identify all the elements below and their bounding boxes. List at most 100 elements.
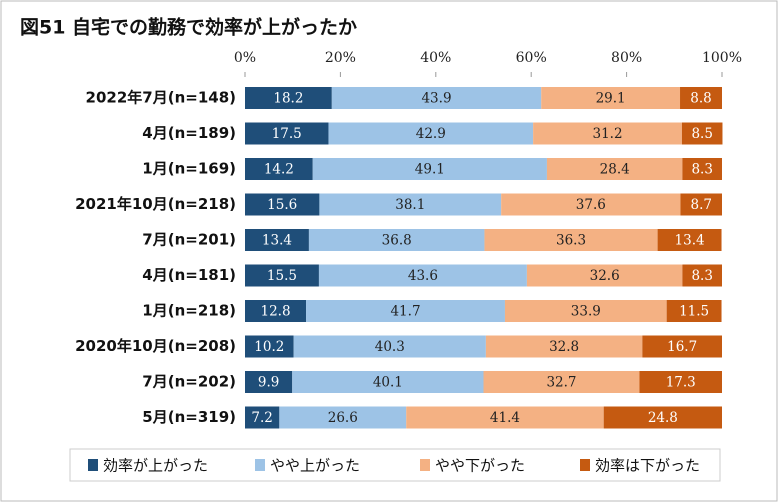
bar-segment — [680, 193, 722, 216]
value-label: 8.8 — [690, 91, 711, 107]
bar-segment — [318, 264, 527, 287]
x-tick-label: 80% — [611, 50, 642, 66]
legend-swatch — [580, 459, 590, 471]
x-tick-label: 40% — [420, 50, 451, 66]
bar-segment — [680, 87, 722, 109]
value-label: 43.6 — [408, 268, 438, 284]
chart-title: 図51 自宅での勤務で効率が上がったか — [20, 16, 357, 39]
value-label: 12.8 — [260, 304, 290, 320]
legend-box — [69, 448, 721, 482]
bar-segment — [245, 229, 309, 251]
bar-segment — [245, 158, 313, 180]
legend-swatch — [88, 459, 98, 471]
value-label: 42.9 — [416, 126, 446, 142]
category-label: 2022年7月(n=148) — [86, 89, 236, 107]
bar-segment — [483, 371, 640, 393]
category-label: 2020年10月(n=208) — [75, 337, 236, 355]
bar-segment — [526, 264, 683, 287]
value-label: 43.9 — [421, 91, 451, 107]
value-label: 17.5 — [272, 126, 302, 142]
bar-segment — [504, 300, 667, 322]
value-label: 14.2 — [264, 162, 294, 178]
legend-label: やや下がった — [435, 457, 525, 475]
value-label: 33.9 — [571, 304, 601, 320]
value-label: 40.3 — [375, 339, 405, 355]
value-label: 10.2 — [254, 339, 284, 355]
category-label: 4月(n=189) — [142, 124, 236, 142]
bar-segment — [546, 158, 683, 180]
value-label: 36.8 — [382, 233, 412, 249]
bar-segment — [245, 406, 280, 429]
bar-segment — [533, 122, 682, 145]
value-label: 26.6 — [328, 410, 358, 426]
bar-segment — [681, 122, 723, 145]
bar-segment — [603, 406, 722, 429]
value-label: 37.6 — [576, 197, 606, 213]
bar-segment — [245, 264, 319, 287]
category-label: 4月(n=181) — [142, 266, 236, 284]
value-label: 32.8 — [549, 339, 579, 355]
value-label: 15.5 — [267, 268, 297, 284]
bar-segment — [639, 371, 722, 393]
bar-segment — [245, 193, 320, 216]
bar-segment — [306, 300, 505, 322]
value-label: 8.5 — [691, 126, 712, 142]
value-label: 36.3 — [556, 233, 586, 249]
legend-label: 効率が上がった — [103, 457, 208, 475]
bar-segment — [642, 335, 722, 358]
value-label: 24.8 — [648, 410, 678, 426]
value-label: 16.7 — [667, 339, 697, 355]
bar-segment — [331, 87, 542, 109]
bar-segment — [406, 406, 604, 429]
value-label: 29.1 — [596, 91, 626, 107]
value-label: 49.1 — [415, 162, 445, 178]
bar-segment — [245, 87, 332, 109]
category-label: 7月(n=202) — [142, 373, 236, 391]
bar-segment — [657, 229, 722, 251]
bar-segment — [245, 122, 329, 145]
value-label: 41.4 — [490, 410, 520, 426]
value-label: 8.3 — [691, 268, 712, 284]
x-tick-label: 100% — [702, 50, 742, 66]
bar-segment — [319, 193, 502, 216]
bar-segment — [682, 158, 722, 180]
value-label: 41.7 — [390, 304, 420, 320]
value-label: 13.4 — [262, 233, 292, 249]
bar-segment — [312, 158, 547, 180]
bar-segment — [292, 371, 484, 393]
bar-segment — [485, 335, 643, 358]
x-tick-label: 60% — [516, 50, 547, 66]
bar-segment — [293, 335, 486, 358]
bar-segment — [245, 371, 293, 393]
value-label: 18.2 — [273, 91, 303, 107]
value-label: 38.1 — [395, 197, 425, 213]
value-label: 8.3 — [691, 162, 712, 178]
value-label: 15.6 — [267, 197, 297, 213]
bar-segment — [682, 264, 722, 287]
value-label: 32.7 — [546, 375, 576, 391]
bar-segment — [484, 229, 658, 251]
bar-segment — [245, 300, 307, 322]
value-label: 31.2 — [592, 126, 622, 142]
value-label: 11.5 — [679, 304, 709, 320]
category-label: 1月(n=218) — [142, 302, 236, 320]
value-label: 8.7 — [691, 197, 712, 213]
bar-segment — [308, 229, 485, 251]
bar-segment — [501, 193, 681, 216]
bar-segment — [666, 300, 722, 322]
legend-swatch — [420, 459, 430, 471]
legend-swatch — [255, 459, 265, 471]
category-label: 7月(n=201) — [142, 231, 236, 249]
value-label: 40.1 — [373, 375, 403, 391]
legend-label: やや上がった — [270, 457, 360, 475]
value-label: 13.4 — [675, 233, 705, 249]
value-label: 28.4 — [600, 162, 630, 178]
bar-segment — [541, 87, 681, 109]
category-label: 1月(n=169) — [142, 160, 236, 178]
bar-segment — [245, 335, 294, 358]
value-label: 9.9 — [258, 375, 279, 391]
bar-segment — [328, 122, 534, 145]
value-label: 7.2 — [251, 410, 272, 426]
x-tick-label: 0% — [234, 50, 256, 66]
